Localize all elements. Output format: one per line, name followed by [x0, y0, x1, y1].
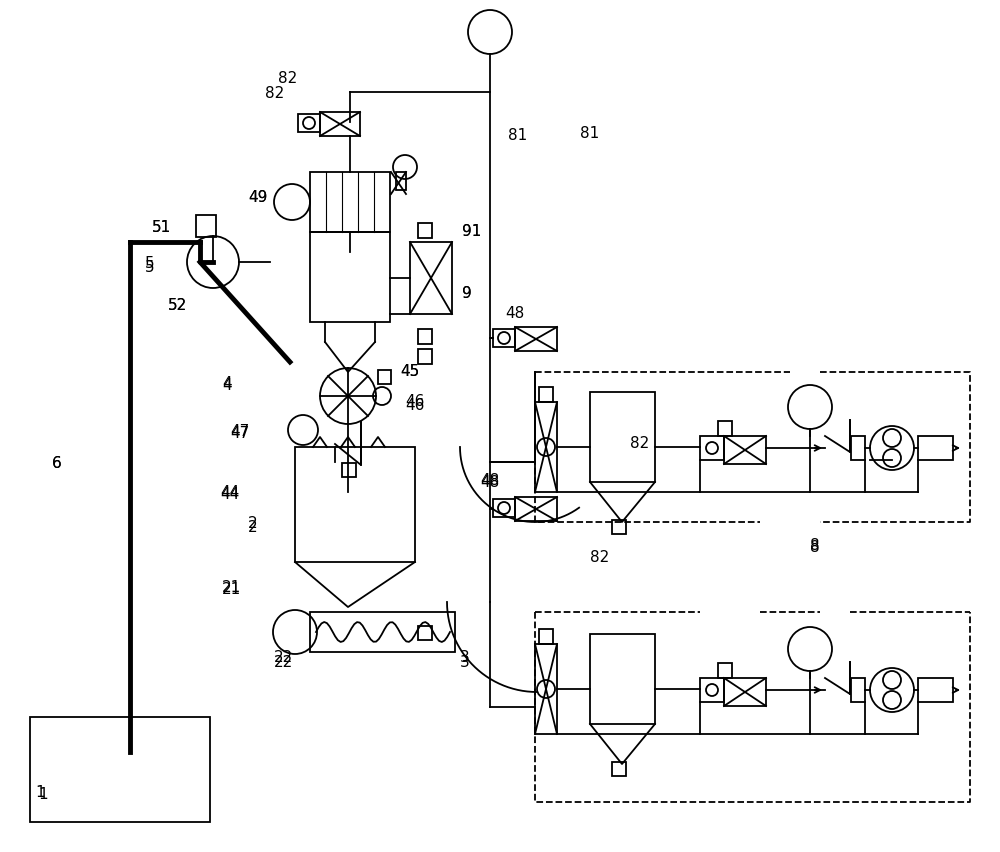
Text: 47: 47 — [230, 423, 249, 438]
Bar — [612, 521, 626, 534]
Text: 81: 81 — [508, 127, 527, 142]
Text: 51: 51 — [152, 220, 171, 235]
Bar — [724, 436, 766, 464]
Text: 45: 45 — [400, 363, 419, 378]
Bar — [493, 330, 515, 348]
Text: 48: 48 — [480, 473, 499, 488]
Text: 49: 49 — [248, 190, 267, 205]
Text: 91: 91 — [462, 223, 481, 239]
Bar — [918, 436, 953, 460]
Bar — [515, 328, 557, 352]
Bar — [851, 436, 865, 460]
Bar — [418, 626, 432, 640]
Text: 3: 3 — [460, 650, 470, 665]
Bar — [342, 463, 356, 477]
Bar — [396, 173, 406, 191]
Bar — [590, 393, 655, 482]
Bar — [724, 678, 766, 706]
Bar — [539, 630, 553, 644]
Text: 4: 4 — [222, 375, 232, 390]
Bar — [410, 243, 452, 314]
Bar — [515, 498, 557, 521]
Bar — [851, 678, 865, 702]
Text: 82: 82 — [265, 85, 284, 101]
Text: 21: 21 — [222, 580, 241, 595]
Bar — [700, 678, 724, 702]
Bar — [30, 717, 210, 822]
Text: 44: 44 — [220, 485, 239, 500]
Text: 3: 3 — [460, 654, 470, 670]
Bar — [310, 173, 390, 233]
Text: 44: 44 — [220, 487, 239, 502]
Bar — [298, 115, 320, 133]
Bar — [418, 330, 432, 344]
Text: 21: 21 — [222, 581, 241, 596]
Text: 2: 2 — [248, 519, 258, 534]
Text: 47: 47 — [230, 425, 249, 440]
Text: 4: 4 — [222, 377, 232, 392]
Bar — [378, 371, 391, 384]
Text: 8: 8 — [810, 540, 820, 555]
Text: 46: 46 — [405, 397, 424, 412]
Bar — [535, 402, 557, 492]
Text: 45: 45 — [400, 363, 419, 378]
Text: 52: 52 — [168, 297, 187, 312]
Text: 82: 82 — [630, 435, 649, 450]
Bar — [718, 663, 732, 678]
Text: 6: 6 — [52, 455, 62, 470]
Text: 9: 9 — [462, 285, 472, 300]
Text: 48: 48 — [505, 305, 524, 320]
Bar — [535, 644, 557, 734]
Bar — [718, 422, 732, 436]
Text: 8: 8 — [810, 538, 820, 553]
Bar — [310, 613, 455, 653]
Bar — [590, 634, 655, 724]
Text: 9: 9 — [462, 285, 472, 300]
Text: 6: 6 — [52, 455, 62, 470]
Text: 49: 49 — [248, 190, 267, 205]
Text: 91: 91 — [462, 223, 481, 239]
Bar — [310, 233, 390, 323]
Text: 2: 2 — [248, 515, 258, 530]
Bar — [196, 216, 216, 238]
Bar — [700, 436, 724, 460]
Bar — [320, 112, 360, 137]
Bar — [418, 349, 432, 365]
Text: 82: 82 — [278, 71, 297, 85]
Bar — [918, 678, 953, 702]
Text: 81: 81 — [580, 125, 599, 141]
Text: 48: 48 — [480, 475, 499, 490]
Text: 5: 5 — [145, 256, 155, 270]
Text: 1: 1 — [35, 785, 45, 799]
Text: 5: 5 — [145, 260, 155, 275]
Bar — [539, 388, 553, 402]
Bar — [493, 499, 515, 517]
Bar — [295, 447, 415, 562]
Text: 46: 46 — [405, 393, 424, 408]
Bar — [418, 224, 432, 239]
Text: 22: 22 — [274, 654, 293, 670]
Bar — [612, 762, 626, 776]
Text: 22: 22 — [274, 650, 293, 665]
Text: 52: 52 — [168, 297, 187, 312]
Text: 1: 1 — [38, 786, 48, 802]
Text: 82: 82 — [590, 550, 609, 565]
Text: 51: 51 — [152, 220, 171, 235]
